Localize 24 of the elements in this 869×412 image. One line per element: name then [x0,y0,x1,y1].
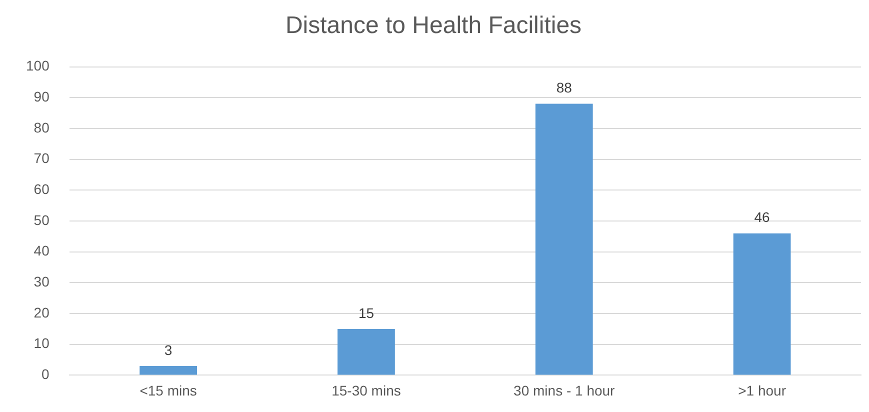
y-tick-label: 50 [34,212,50,228]
bar [535,104,593,375]
y-tick-label: 80 [34,119,50,136]
x-tick-label: >1 hour [738,382,786,398]
chart-title: Distance to Health Facilities [285,12,582,40]
data-label: 46 [754,209,770,226]
y-tick-label: 0 [42,366,50,382]
y-tick-label: 40 [34,242,50,259]
y-tick-label: 90 [34,88,50,104]
y-tick-label: 20 [34,304,50,320]
data-label: 88 [556,80,572,96]
data-label: 15 [358,304,374,321]
bar [733,233,791,375]
x-tick-label: <15 mins [140,382,197,398]
y-tick-label: 30 [34,274,50,290]
y-tick-label: 100 [26,58,50,74]
y-tick-label: 10 [34,335,50,352]
bar [338,328,395,375]
bar [140,366,198,375]
y-tick-label: 60 [34,181,50,198]
y-tick-label: 70 [34,150,50,166]
x-tick-label: 15-30 mins [332,382,401,398]
data-label: 3 [164,342,172,358]
x-tick-label: 30 mins - 1 hour [514,382,616,398]
